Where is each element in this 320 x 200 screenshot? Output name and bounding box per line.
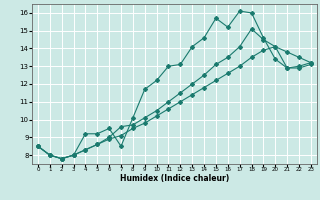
X-axis label: Humidex (Indice chaleur): Humidex (Indice chaleur)	[120, 174, 229, 183]
